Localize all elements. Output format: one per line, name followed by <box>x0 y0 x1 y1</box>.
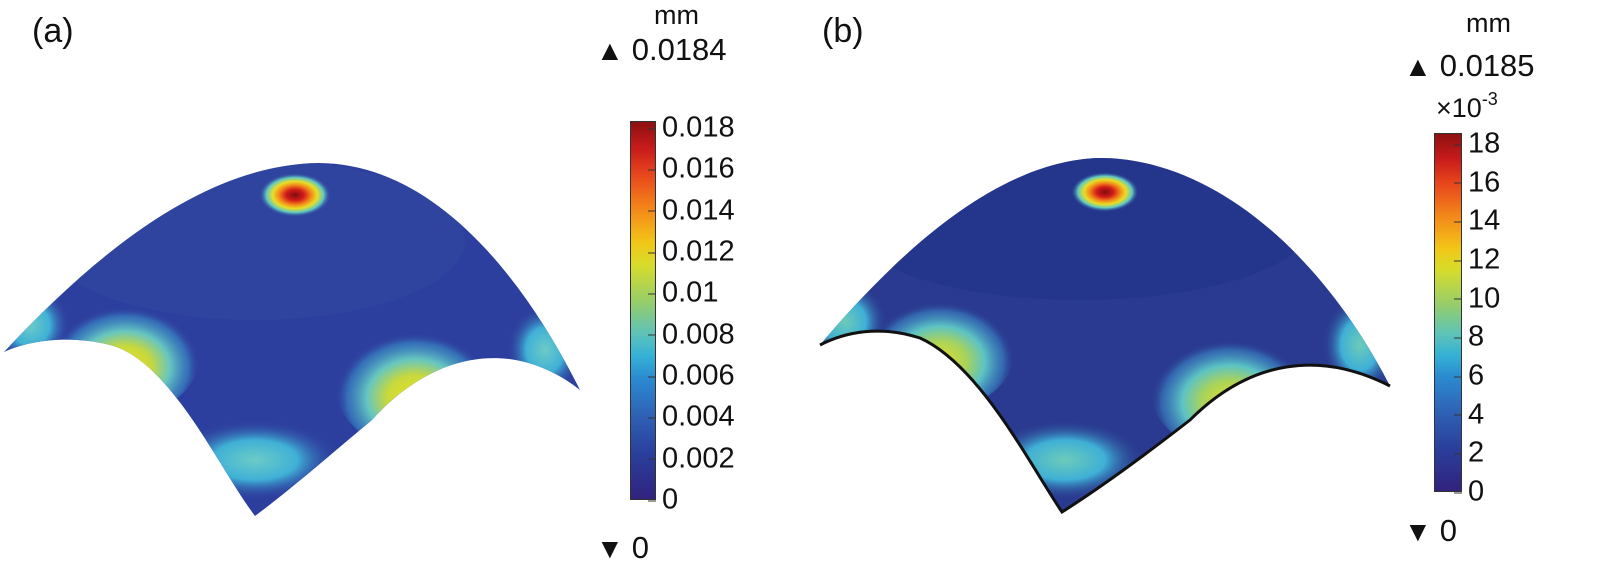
colorbar <box>1434 133 1462 492</box>
colorbar-tick-label: 10 <box>1453 282 1501 315</box>
max-value-text: 0.0185 <box>1439 48 1535 83</box>
max-value: ▲ 0.0184 <box>596 34 727 65</box>
min-triangle-icon: ▼ <box>596 533 624 564</box>
colorbar-tick-label: 0.016 <box>648 152 735 185</box>
colorbar-tick-label: 18 <box>1453 127 1501 160</box>
colorbar-tick-label: 16 <box>1453 166 1501 199</box>
multiplier-base: ×10 <box>1436 93 1482 123</box>
max-value-text: 0.0184 <box>631 32 727 67</box>
min-triangle-icon: ▼ <box>1404 516 1432 547</box>
deformation-plot <box>819 158 1391 515</box>
colorbar-tick-label: 0 <box>647 483 679 516</box>
panel-b: (b) <box>800 0 1600 576</box>
peak-hotspot <box>259 173 331 217</box>
peak-hotspot <box>1071 172 1139 212</box>
colorbar-tick-label: 8 <box>1453 320 1485 353</box>
multiplier-exponent: -3 <box>1481 89 1498 109</box>
colorbar-tick-label: 0 <box>1453 475 1485 508</box>
unit-label: mm <box>654 0 699 30</box>
deformation-plot <box>4 163 580 516</box>
colorbar-tick-label: 4 <box>1453 398 1485 431</box>
colorbar-tick-label: 14 <box>1453 204 1501 237</box>
colorbar-tick-label: 0.01 <box>647 276 719 309</box>
colorbar-tick-label: 0.004 <box>648 400 735 433</box>
colorbar-tick-label: 12 <box>1453 243 1501 276</box>
colorbar-tick-label: 0.008 <box>648 318 735 351</box>
panel-label: (b) <box>822 12 864 50</box>
colorbar-ticks: 18 16 14 12 10 8 6 4 2 0 <box>1453 129 1578 506</box>
colorbar-tick-label: 0.018 <box>648 111 735 144</box>
colorbar-tick-label: 2 <box>1453 436 1485 469</box>
max-value: ▲ 0.0185 <box>1404 50 1535 81</box>
multiplier-label: ×10-3 <box>1436 90 1498 122</box>
min-value: ▼ 0 <box>596 532 649 563</box>
colorbar-ticks: 0.018 0.016 0.014 0.012 0.01 0.008 0.006 0.004 0… <box>647 113 782 514</box>
colorbar-tick-label: 0.002 <box>648 442 735 475</box>
min-value-text: 0 <box>631 530 649 565</box>
colorbar-tick-label: 6 <box>1453 359 1485 392</box>
unit-label: mm <box>1466 8 1511 38</box>
colorbar <box>630 121 656 500</box>
max-triangle-icon: ▲ <box>1404 51 1432 82</box>
colorbar-tick-label: 0.012 <box>648 235 735 268</box>
panel-a: (a) <box>4 0 782 563</box>
panel-label: (a) <box>32 12 74 50</box>
colorbar-tick-label: 0.014 <box>648 194 735 227</box>
min-value: ▼ 0 <box>1404 515 1457 546</box>
max-triangle-icon: ▲ <box>596 35 624 66</box>
shell-edge <box>819 329 1391 515</box>
min-value-text: 0 <box>1439 513 1457 548</box>
colorbar-tick-label: 0.006 <box>648 359 735 392</box>
